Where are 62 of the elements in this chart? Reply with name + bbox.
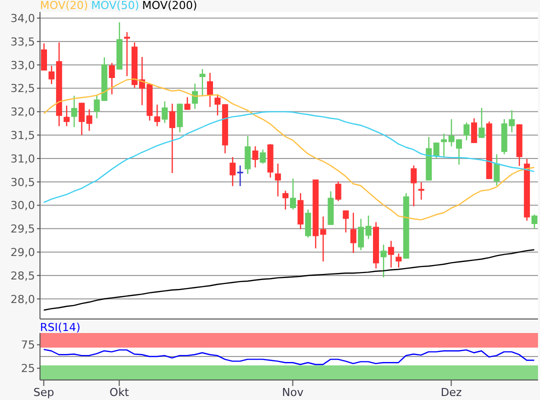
x-tick-label: Nov <box>282 386 304 399</box>
y-tick-label: 29,5 <box>10 222 35 236</box>
candlestick <box>184 96 190 110</box>
y-tick-label: 31,0 <box>10 152 35 166</box>
y-tick-label: 33,0 <box>10 58 35 72</box>
candlestick <box>335 180 342 202</box>
series-label: RSI(14) <box>40 321 80 334</box>
candlestick <box>418 182 424 200</box>
candlestick <box>260 148 266 164</box>
y-tick-label: 30,5 <box>10 176 35 189</box>
y-tick-label: 29,0 <box>10 246 35 259</box>
y-tick-label: 28,0 <box>10 292 35 306</box>
candlestick <box>78 102 85 136</box>
candlestick <box>282 190 288 210</box>
candlestick <box>64 105 70 127</box>
candlestick <box>290 178 296 210</box>
candlestick <box>230 156 236 187</box>
candlestick <box>464 122 470 141</box>
candlestick <box>162 100 168 124</box>
candlestick <box>176 103 183 133</box>
candlestick <box>478 107 485 138</box>
line-series <box>43 111 535 204</box>
candlestick <box>236 164 244 187</box>
line-series <box>43 249 535 311</box>
y-tick-label: 75 <box>21 338 35 352</box>
candlestick <box>342 210 349 234</box>
candlestick <box>471 118 478 144</box>
candlestick <box>71 95 78 128</box>
x-tick-label: Sep <box>33 386 54 399</box>
text: MOV(200) <box>142 0 198 12</box>
candlestick <box>252 146 258 168</box>
candlestick <box>410 164 417 207</box>
candlestick <box>199 68 206 96</box>
x-tick-label: Dez <box>440 386 462 399</box>
y-tick-label: 28,5 <box>10 269 35 282</box>
line-series <box>43 78 535 220</box>
line-series <box>43 348 535 366</box>
candlestick <box>350 212 356 254</box>
candlestick <box>169 103 176 174</box>
candlestick <box>86 108 92 132</box>
y-tick-label: 33,5 <box>10 35 35 48</box>
y-tick-label: 25 <box>21 362 35 376</box>
candlestick <box>108 62 115 95</box>
candlestick <box>396 252 402 268</box>
text: MOV(20) <box>40 0 88 12</box>
candlestick <box>305 208 312 238</box>
y-tick-label: 30,0 <box>10 199 35 212</box>
text: MOV(50) <box>91 0 140 12</box>
candlestick <box>207 72 213 108</box>
y-tick-label: 34,0 <box>10 12 35 25</box>
candlestick <box>274 163 281 197</box>
x-tick-label: Okt <box>110 386 130 399</box>
candlestick <box>154 104 160 127</box>
candlestick <box>41 42 47 72</box>
candlestick <box>380 244 387 278</box>
y-tick-label: 32,5 <box>10 82 35 96</box>
candlestick <box>531 214 538 229</box>
y-tick-label: 31,5 <box>10 128 35 142</box>
y-tick-label: 32,0 <box>10 106 35 119</box>
candlestick <box>388 240 394 268</box>
candlestick <box>494 154 500 186</box>
candlestick <box>244 135 251 175</box>
